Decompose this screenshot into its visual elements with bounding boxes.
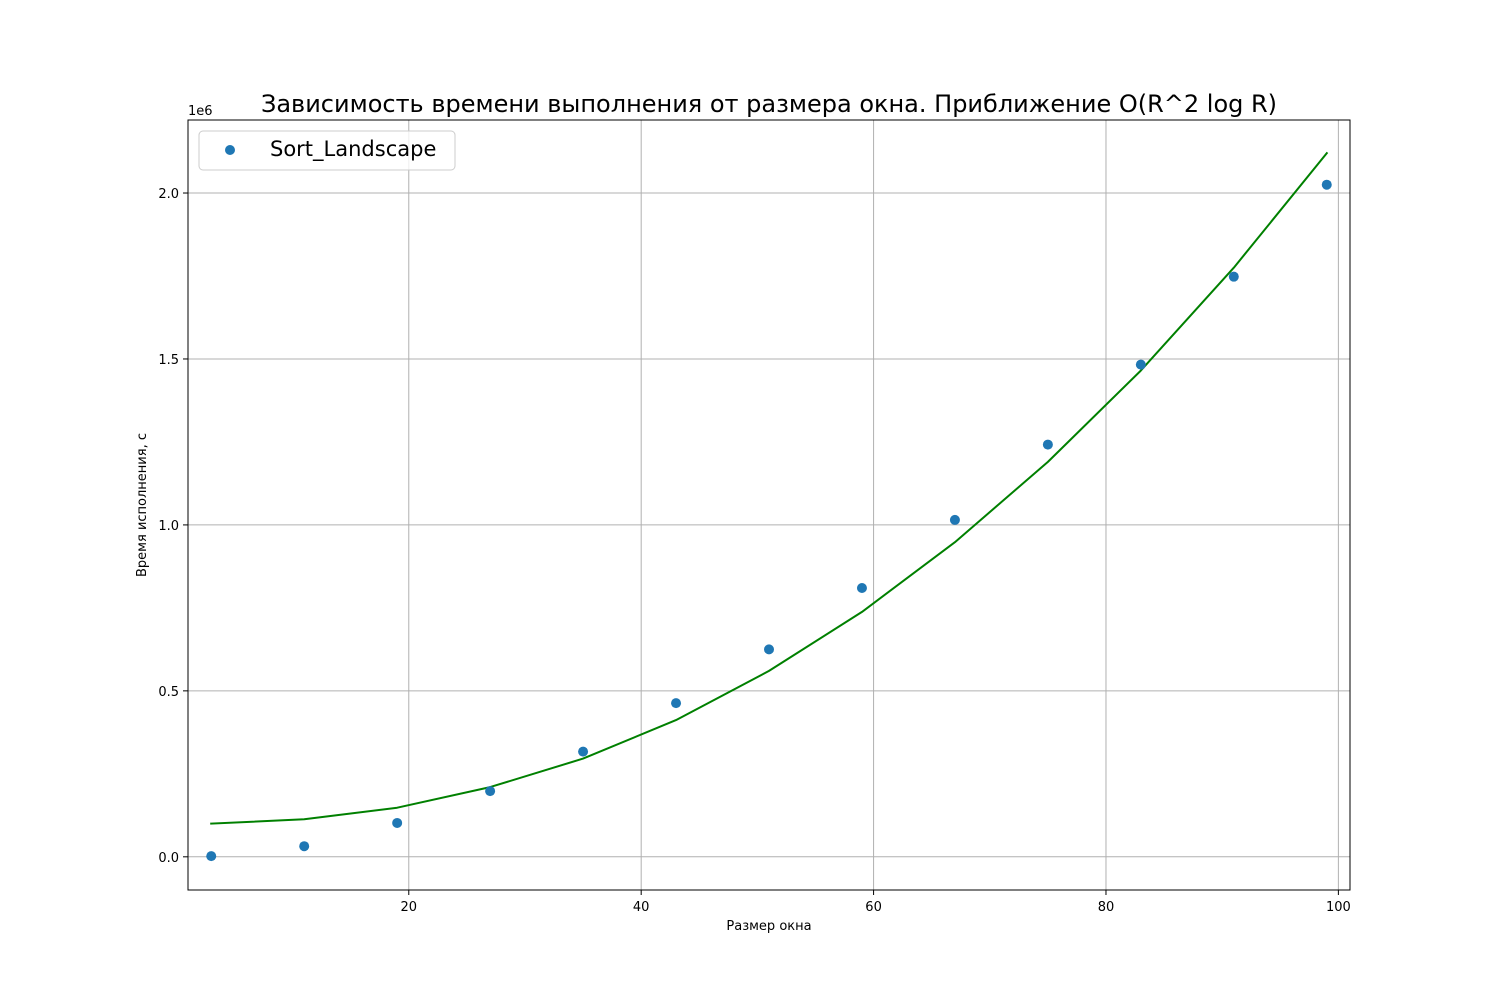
data-point-sort-landscape-3 bbox=[206, 851, 217, 862]
grid bbox=[188, 120, 1350, 890]
data-point-sort-landscape-27 bbox=[485, 786, 496, 797]
y-tick-label-1.0: 1.0 bbox=[158, 519, 179, 534]
x-tick-label-20: 20 bbox=[401, 900, 418, 915]
y-tick-label-1.5: 1.5 bbox=[158, 353, 179, 368]
x-tick-label-60: 60 bbox=[865, 900, 882, 915]
x-tick-label-80: 80 bbox=[1098, 900, 1115, 915]
legend-label-sort-landscape: Sort_Landscape bbox=[270, 137, 436, 162]
data-point-sort-landscape-83 bbox=[1135, 359, 1146, 370]
data-point-sort-landscape-67 bbox=[949, 514, 960, 525]
data-point-sort-landscape-59 bbox=[856, 582, 867, 593]
x-axis-label: Размер окна bbox=[726, 919, 811, 934]
data-point-sort-landscape-43 bbox=[671, 698, 682, 709]
x-tick-label-40: 40 bbox=[633, 900, 650, 915]
y-tick-label-0.0: 0.0 bbox=[158, 851, 179, 866]
data-point-sort-landscape-51 bbox=[764, 644, 774, 655]
legend-marker-sort-landscape bbox=[225, 145, 235, 155]
y-offset-label: 1e6 bbox=[188, 104, 213, 119]
axis-ticks: 20 40 60 80 100 0.0 0.5 1.0 1.5 2.0 bbox=[158, 187, 1350, 915]
data-point-sort-landscape-35 bbox=[578, 746, 589, 757]
data-point-sort-landscape-99 bbox=[1321, 179, 1332, 190]
chart-title: Зависимость времени выполнения от размер… bbox=[261, 90, 1277, 118]
x-tick-label-100: 100 bbox=[1326, 900, 1351, 915]
y-tick-label-0.5: 0.5 bbox=[158, 685, 179, 700]
data-point-sort-landscape-11 bbox=[299, 841, 310, 852]
plot-frame bbox=[187, 119, 1351, 891]
data-point-sort-landscape-91 bbox=[1228, 271, 1239, 282]
legend-box bbox=[198, 130, 456, 171]
plot-data bbox=[206, 151, 1332, 862]
legend: Sort_Landscape bbox=[198, 130, 456, 171]
data-point-sort-landscape-75 bbox=[1042, 439, 1053, 450]
y-axis-label: Время исполнения, с bbox=[135, 433, 150, 577]
y-tick-label-2.0: 2.0 bbox=[158, 187, 179, 202]
fit-line-fit bbox=[210, 151, 1329, 825]
data-point-sort-landscape-19 bbox=[392, 817, 403, 828]
